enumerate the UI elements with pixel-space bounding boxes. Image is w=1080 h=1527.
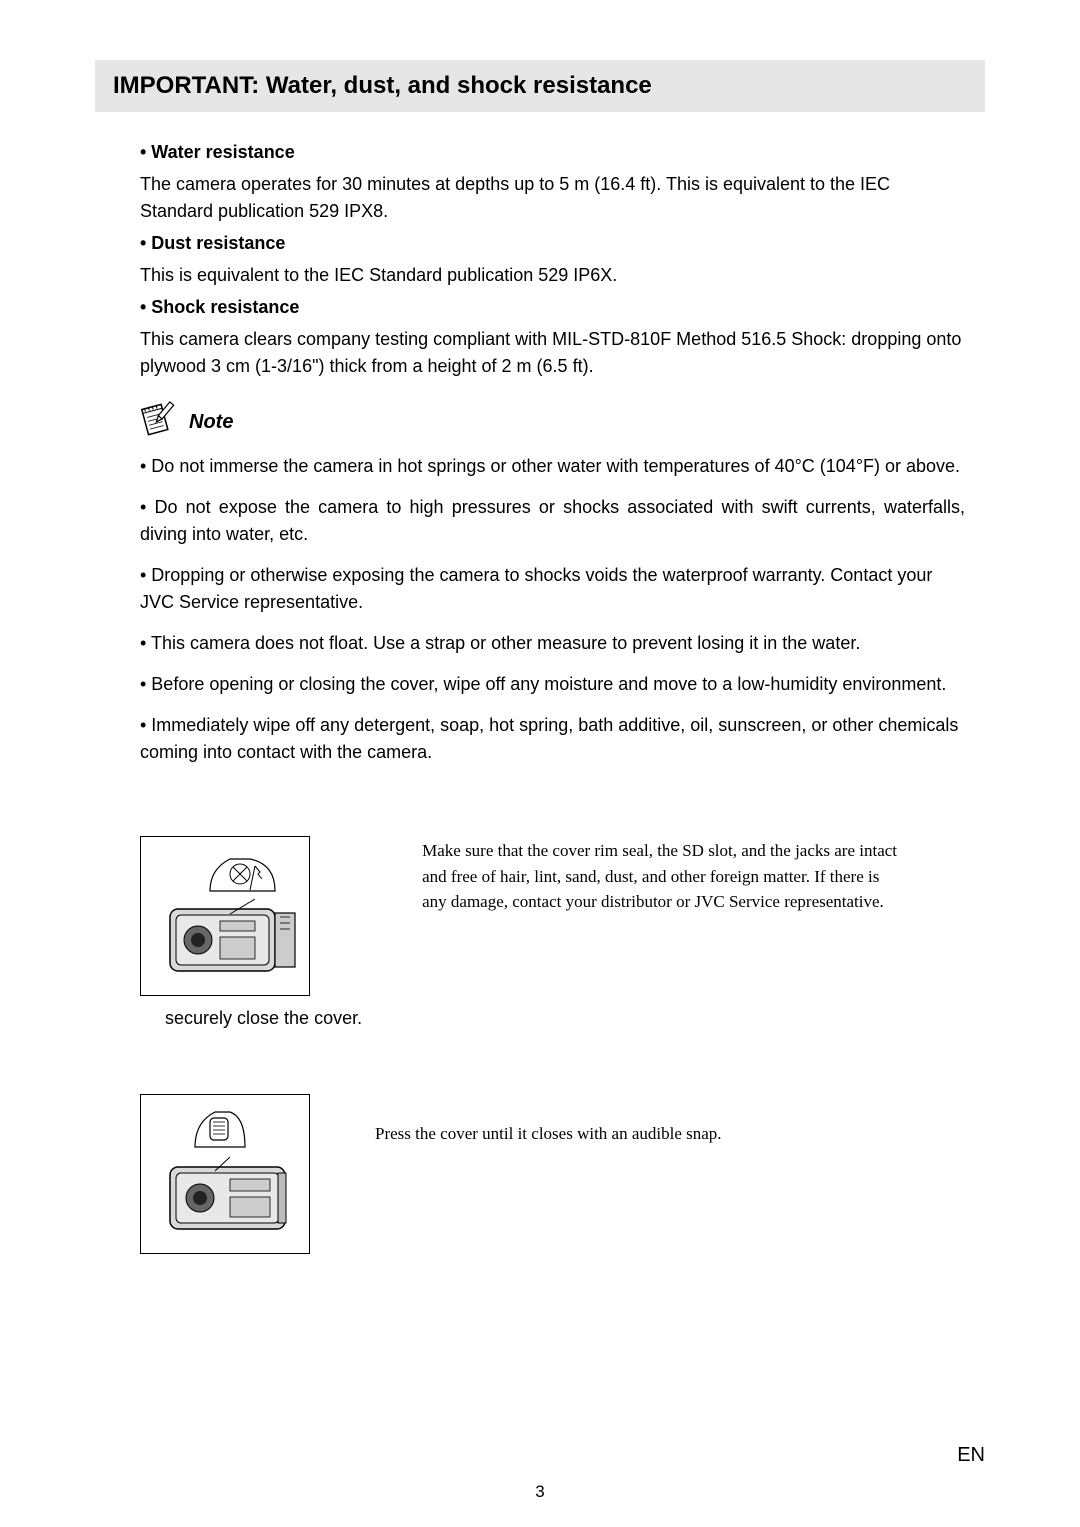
figure-1-below: securely close the cover.: [165, 1008, 362, 1029]
shock-body: This camera clears company testing compl…: [140, 326, 965, 380]
note-item-5: • Before opening or closing the cover, w…: [140, 671, 965, 698]
figure-1-wrap: securely close the cover.: [140, 836, 362, 1029]
notepad-pencil-icon: [135, 398, 179, 447]
camera-cover-closed-icon: [150, 1102, 300, 1247]
water-body: The camera operates for 30 minutes at de…: [140, 171, 965, 225]
note-item-1: • Do not immerse the camera in hot sprin…: [140, 453, 965, 480]
section-title-bar: IMPORTANT: Water, dust, and shock resist…: [95, 60, 985, 112]
figure-2-caption: Press the cover until it closes with an …: [375, 1124, 722, 1144]
figure-1-caption: Make sure that the cover rim seal, the S…: [422, 838, 902, 915]
note-label: Note: [189, 411, 233, 434]
dust-body: This is equivalent to the IEC Standard p…: [140, 262, 965, 289]
camera-cover-detail-icon: [150, 844, 300, 989]
content-body: • Water resistance The camera operates f…: [95, 142, 985, 766]
note-item-4: • This camera does not float. Use a stra…: [140, 630, 965, 657]
note-item-2: • Do not expose the camera to high press…: [140, 494, 965, 548]
figure-box-1: [140, 836, 310, 996]
page-number: 3: [535, 1482, 544, 1502]
figure-row-1: securely close the cover. Make sure that…: [140, 836, 985, 1029]
figure-row-2: Press the cover until it closes with an …: [140, 1094, 985, 1254]
figure-box-2: [140, 1094, 310, 1254]
dust-heading: • Dust resistance: [140, 233, 965, 254]
note-item-3: • Dropping or otherwise exposing the cam…: [140, 562, 965, 616]
note-header-row: Note: [135, 398, 965, 447]
language-mark: EN: [957, 1444, 985, 1467]
page-title: IMPORTANT: Water, dust, and shock resist…: [113, 72, 967, 100]
note-item-6: • Immediately wipe off any detergent, so…: [140, 712, 965, 766]
water-heading: • Water resistance: [140, 142, 965, 163]
shock-heading: • Shock resistance: [140, 297, 965, 318]
